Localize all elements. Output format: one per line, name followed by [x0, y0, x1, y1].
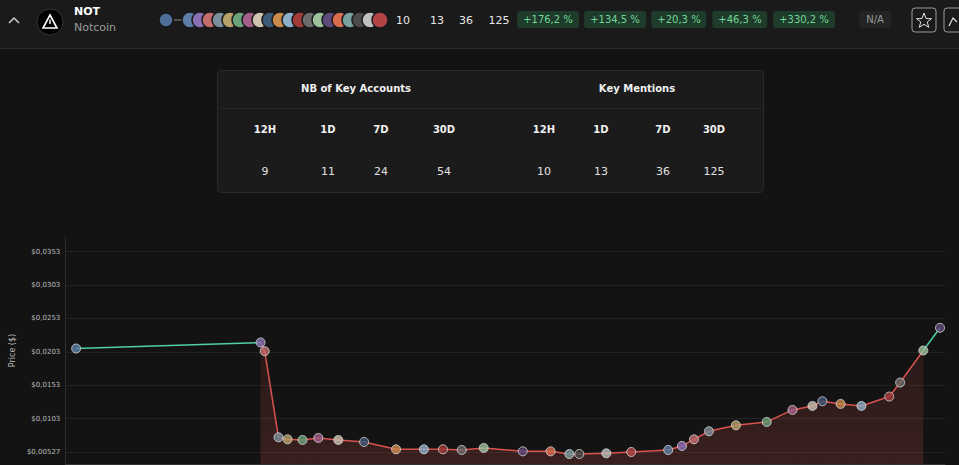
- html-text:9: 9: [261, 165, 269, 178]
- html-text:N/A: N/A: [866, 14, 884, 25]
- html-text:125: 125: [488, 14, 510, 27]
- html-text:13: 13: [594, 165, 608, 178]
- html-text:NOT: NOT: [74, 5, 101, 18]
- html-text:30D: 30D: [432, 124, 456, 135]
- html-text:24: 24: [374, 165, 388, 178]
- html-text:12H: 12H: [253, 124, 277, 135]
- html-text:+46,3 %: +46,3 %: [718, 14, 762, 25]
- html-text:125: 125: [703, 165, 725, 178]
- html-text:+330,2 %: +330,2 %: [779, 14, 829, 25]
- svg-text:$0,0203: $0,0203: [31, 348, 60, 356]
- svg-text:$0,0303: $0,0303: [31, 281, 60, 289]
- html-text:+176,2 %: +176,2 %: [523, 14, 573, 25]
- html-text:Notcoin: Notcoin: [74, 21, 117, 34]
- html-text:10: 10: [396, 14, 410, 27]
- html-text:+134,5 %: +134,5 %: [590, 14, 640, 25]
- html-text:1D: 1D: [320, 124, 336, 135]
- html-text:54: 54: [437, 165, 451, 178]
- svg-text:$0,0153: $0,0153: [31, 381, 60, 389]
- html-text:7D: 7D: [655, 124, 671, 135]
- html-text:+20,3 %: +20,3 %: [657, 14, 701, 25]
- svg-text:$0,0103: $0,0103: [31, 415, 60, 423]
- html-text:NB of Key Accounts: NB of Key Accounts: [301, 83, 411, 94]
- html-text:11: 11: [321, 165, 335, 178]
- html-text:12H: 12H: [532, 124, 556, 135]
- svg-text:$0,0253: $0,0253: [31, 314, 60, 322]
- html-text:13: 13: [430, 14, 444, 27]
- html-text:36: 36: [459, 14, 473, 27]
- svg-text:$0,0353: $0,0353: [31, 248, 60, 256]
- html-text:10: 10: [537, 165, 551, 178]
- html-text:36: 36: [656, 165, 670, 178]
- html-text:30D: 30D: [702, 124, 726, 135]
- svg-text:Price ($): Price ($): [8, 334, 17, 367]
- svg-text:$0,00527: $0,00527: [27, 448, 60, 456]
- html-text:1D: 1D: [593, 124, 609, 135]
- html-text:Key Mentions: Key Mentions: [598, 83, 676, 94]
- html-text:7D: 7D: [373, 124, 389, 135]
